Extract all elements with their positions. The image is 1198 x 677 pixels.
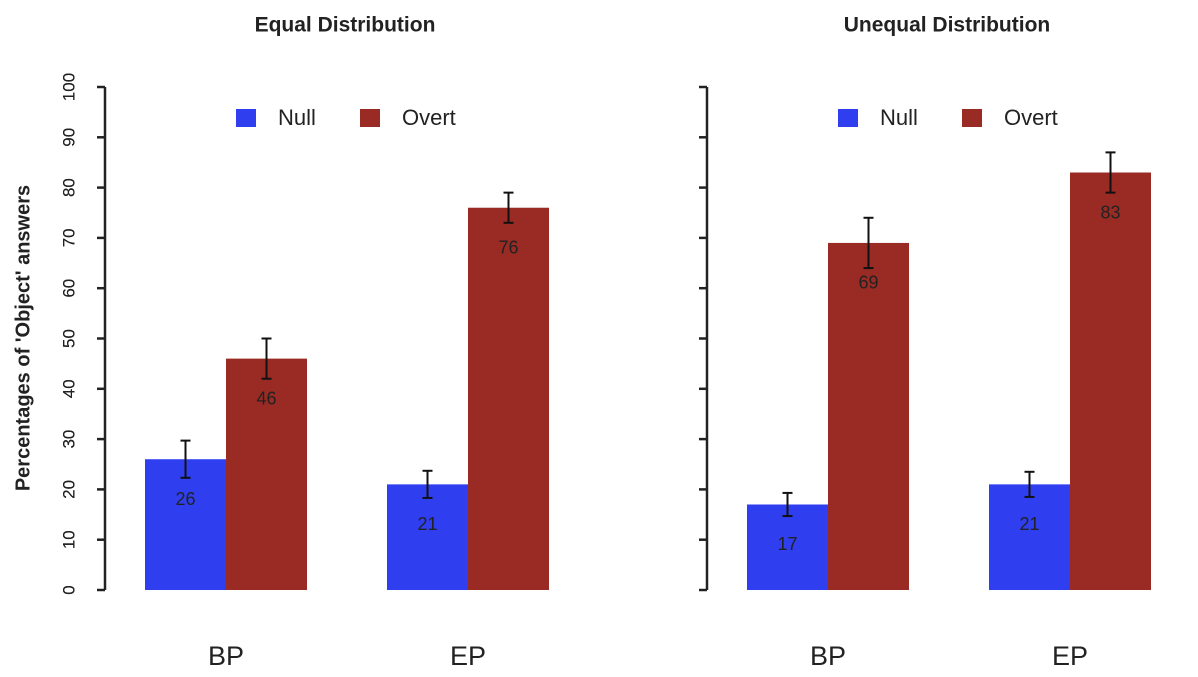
y-tick-label: 40 — [59, 379, 78, 398]
value-label: 17 — [777, 534, 797, 554]
bar — [468, 207, 549, 590]
error-bar — [782, 491, 793, 518]
value-label: 76 — [498, 237, 518, 257]
y-tick-label: 100 — [59, 73, 78, 101]
chart-title: Equal Distribution — [255, 14, 436, 37]
legend-swatch — [962, 109, 982, 127]
legend-swatch — [360, 109, 380, 127]
x-tick-label: BP — [208, 641, 244, 671]
x-tick-label: EP — [1052, 641, 1088, 671]
x-tick-label: BP — [810, 641, 846, 671]
bar — [747, 504, 828, 590]
legend-label: Overt — [1004, 105, 1058, 130]
value-label: 21 — [1019, 514, 1039, 534]
bar — [1070, 172, 1151, 590]
y-tick-label: 50 — [59, 329, 78, 348]
legend-label: Null — [278, 105, 316, 130]
error-bar — [1024, 470, 1035, 498]
y-tick-label: 50 — [59, 329, 78, 348]
y-tick-label: 70 — [59, 228, 78, 247]
legend-label: Overt — [402, 105, 456, 130]
value-label: 26 — [175, 489, 195, 509]
y-tick-label: 20 — [59, 480, 78, 499]
error-bar — [503, 191, 514, 224]
legend-label: Null — [880, 105, 918, 130]
y-tick-label: 30 — [59, 430, 78, 449]
y-tick-label: 60 — [59, 279, 78, 298]
y-tick-label: 30 — [59, 430, 78, 449]
y-tick-label: 70 — [59, 228, 78, 247]
error-bar — [1105, 151, 1116, 194]
error-bar — [863, 216, 874, 270]
legend-swatch — [838, 109, 858, 127]
legend-swatch — [236, 109, 256, 127]
y-tick-label: 20 — [59, 480, 78, 499]
y-tick-label: 0 — [59, 585, 78, 594]
y-tick-label: 0 — [59, 585, 78, 594]
value-label: 21 — [417, 514, 437, 534]
chart-title: Unequal Distribution — [844, 14, 1051, 37]
bar — [387, 484, 468, 590]
y-tick-label: 60 — [59, 279, 78, 298]
y-tick-label: 10 — [59, 530, 78, 549]
y-tick-label: 10 — [59, 530, 78, 549]
error-bar — [180, 439, 191, 479]
y-tick-label: 40 — [59, 379, 78, 398]
y-axis-label: Percentages of 'Object' answers — [12, 185, 34, 491]
error-bar — [422, 469, 433, 499]
y-tick-label: 90 — [59, 128, 78, 147]
y-tick-label: 100 — [59, 73, 78, 101]
x-tick-label: EP — [450, 641, 486, 671]
y-tick-label: 80 — [59, 178, 78, 197]
value-label: 46 — [256, 388, 276, 408]
value-label: 83 — [1100, 202, 1120, 222]
y-tick-label: 80 — [59, 178, 78, 197]
bar — [226, 358, 307, 590]
bar — [828, 242, 909, 590]
bar — [989, 484, 1070, 590]
error-bar — [261, 337, 272, 380]
value-label: 69 — [858, 273, 878, 293]
y-tick-label: 90 — [59, 128, 78, 147]
bar — [145, 459, 226, 590]
